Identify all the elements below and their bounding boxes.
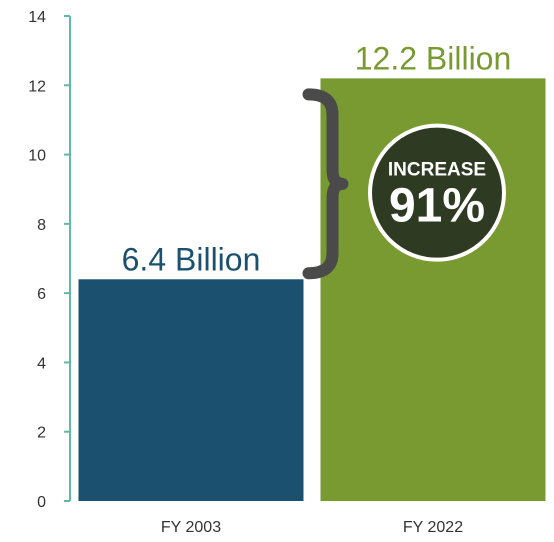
bar-value-label: 6.4 Billion bbox=[122, 241, 261, 277]
increase-badge bbox=[368, 123, 506, 262]
bar-value-label: 12.2 Billion bbox=[355, 40, 512, 76]
increase-annotation: INCREASE 91% bbox=[302, 88, 506, 280]
x-category-label: FY 2003 bbox=[161, 519, 221, 536]
y-tick-label: 10 bbox=[28, 148, 46, 165]
y-tick-label: 6 bbox=[37, 286, 46, 303]
increase-percent: 91% bbox=[389, 180, 485, 233]
x-axis-labels: FY 2003 FY 2022 bbox=[161, 519, 463, 536]
curly-bracket bbox=[302, 88, 349, 280]
increase-label: INCREASE bbox=[388, 160, 486, 181]
bar-fy-2003 bbox=[78, 279, 304, 501]
y-tick-label: 14 bbox=[28, 9, 46, 26]
value-labels: 6.4 Billion 12.2 Billion bbox=[122, 40, 512, 277]
x-category-label: FY 2022 bbox=[403, 519, 463, 536]
y-tick-label: 2 bbox=[37, 425, 46, 442]
y-tick-label: 8 bbox=[37, 217, 46, 234]
y-tick-label: 0 bbox=[37, 494, 46, 511]
y-axis: 0 2 4 6 8 10 12 14 bbox=[28, 9, 71, 511]
y-tick-label: 12 bbox=[28, 78, 46, 95]
y-tick-label: 4 bbox=[37, 355, 46, 372]
